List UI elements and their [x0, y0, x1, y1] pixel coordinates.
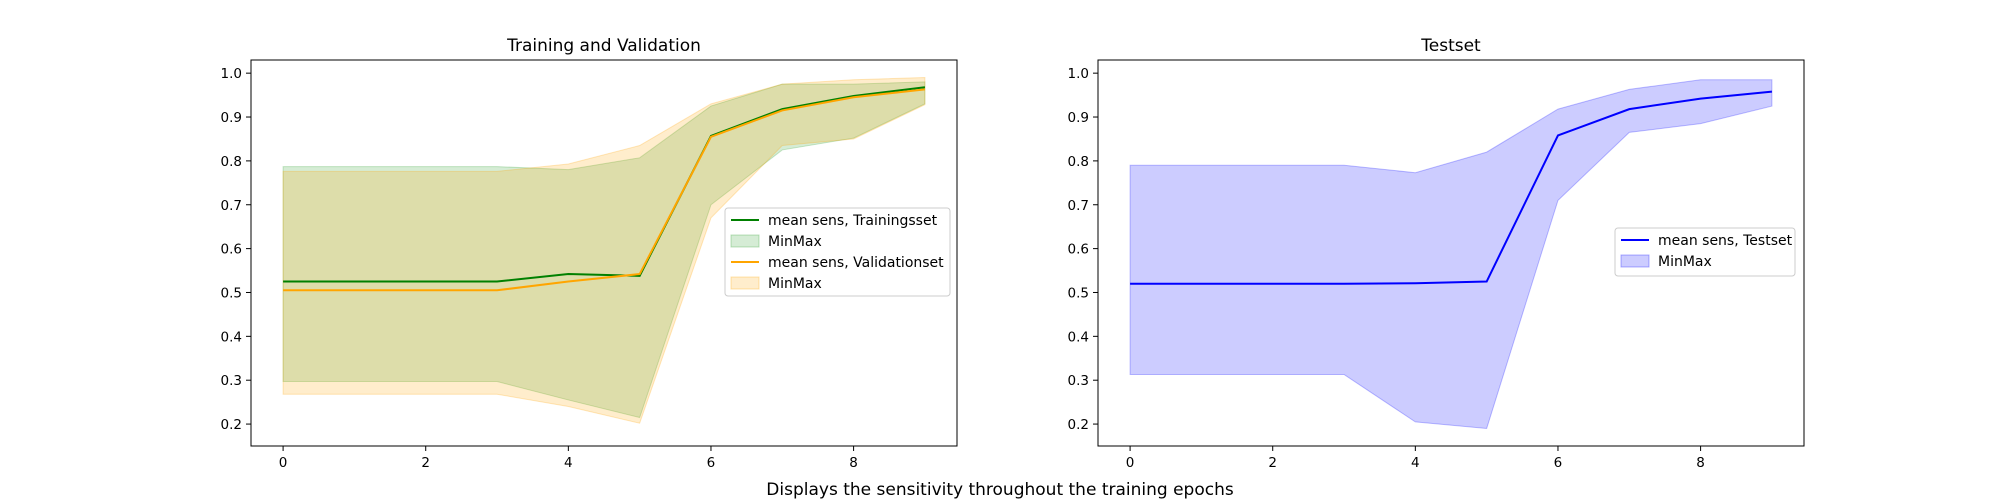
y-tick-label: 0.3: [221, 373, 242, 389]
x-tick-label: 2: [1268, 455, 1277, 471]
legend-band-swatch: [730, 234, 760, 248]
figure-caption: Displays the sensitivity throughout the …: [766, 480, 1234, 500]
y-tick-label: 0.9: [221, 110, 242, 126]
y-tick-label: 1.0: [221, 66, 242, 82]
y-tick-label: 0.5: [1068, 285, 1089, 301]
minmax-band-mean-sens-testset: [1129, 79, 1773, 429]
legend-label: mean sens, Validationset: [768, 255, 944, 271]
y-tick-label: 0.6: [1068, 242, 1089, 258]
x-tick-label: 0: [1126, 455, 1135, 471]
x-tick-label: 8: [1696, 455, 1705, 471]
legend-band-swatch: [730, 276, 760, 290]
legend-label: MinMax: [1658, 254, 1712, 270]
legend-band-swatch: [1620, 254, 1650, 268]
y-tick-label: 1.0: [1068, 66, 1089, 82]
minmax-band-mean-sens-validationset: [282, 77, 926, 424]
y-tick-label: 0.8: [1068, 154, 1089, 170]
series-line-mean-sens-testset: [1130, 90, 1773, 285]
y-tick-label: 0.5: [221, 285, 242, 301]
chart-testset: 0 2 4 6 8 0.2 0.3 0.4 0.5 0.6 0.7 0.8 0.9 1.0 Testset m…: [1068, 36, 1805, 471]
y-tick-label: 0.3: [1068, 373, 1089, 389]
minmax-band-mean-sens-trainingsset: [282, 81, 926, 419]
legend-box: [1614, 227, 1796, 277]
series-line-mean-sens-trainingsset: [283, 86, 926, 283]
y-tick-label: 0.7: [221, 198, 242, 214]
y-tick-label: 0.8: [221, 154, 242, 170]
y-tick-label: 0.2: [221, 417, 242, 433]
y-tick-label: 0.2: [1068, 417, 1089, 433]
legend-label: mean sens, Testset: [1658, 233, 1793, 249]
plot-frame: [1097, 59, 1805, 447]
legend-label: mean sens, Trainingsset: [768, 213, 938, 229]
series-line-mean-sens-validationset: [283, 88, 926, 292]
chart-title: Testset: [1420, 36, 1481, 56]
x-tick-label: 0: [279, 455, 288, 471]
chart-title: Training and Validation: [506, 36, 701, 56]
y-tick-label: 0.4: [221, 329, 242, 345]
legend-label: MinMax: [768, 234, 822, 250]
x-tick-label: 6: [1554, 455, 1563, 471]
x-tick-label: 4: [564, 455, 573, 471]
legend: mean sens, Testset MinMax: [1614, 227, 1796, 277]
x-tick-label: 6: [707, 455, 716, 471]
y-tick-label: 0.9: [1068, 110, 1089, 126]
x-tick-label: 8: [849, 455, 858, 471]
y-tick-label: 0.4: [1068, 329, 1089, 345]
plot-frame: [250, 59, 958, 447]
chart-training-validation: 0 2 4 6 8 0.2 0.3 0.4 0.5 0.6 0.7 0.8 0.9 1.0 Training…: [221, 36, 958, 471]
x-tick-label: 4: [1411, 455, 1420, 471]
y-tick-label: 0.7: [1068, 198, 1089, 214]
y-tick-label: 0.6: [221, 242, 242, 258]
x-tick-label: 2: [421, 455, 430, 471]
legend-box: [724, 207, 951, 297]
legend: mean sens, Trainingsset MinMax mean sens, …: [724, 207, 951, 297]
legend-label: MinMax: [768, 276, 822, 292]
